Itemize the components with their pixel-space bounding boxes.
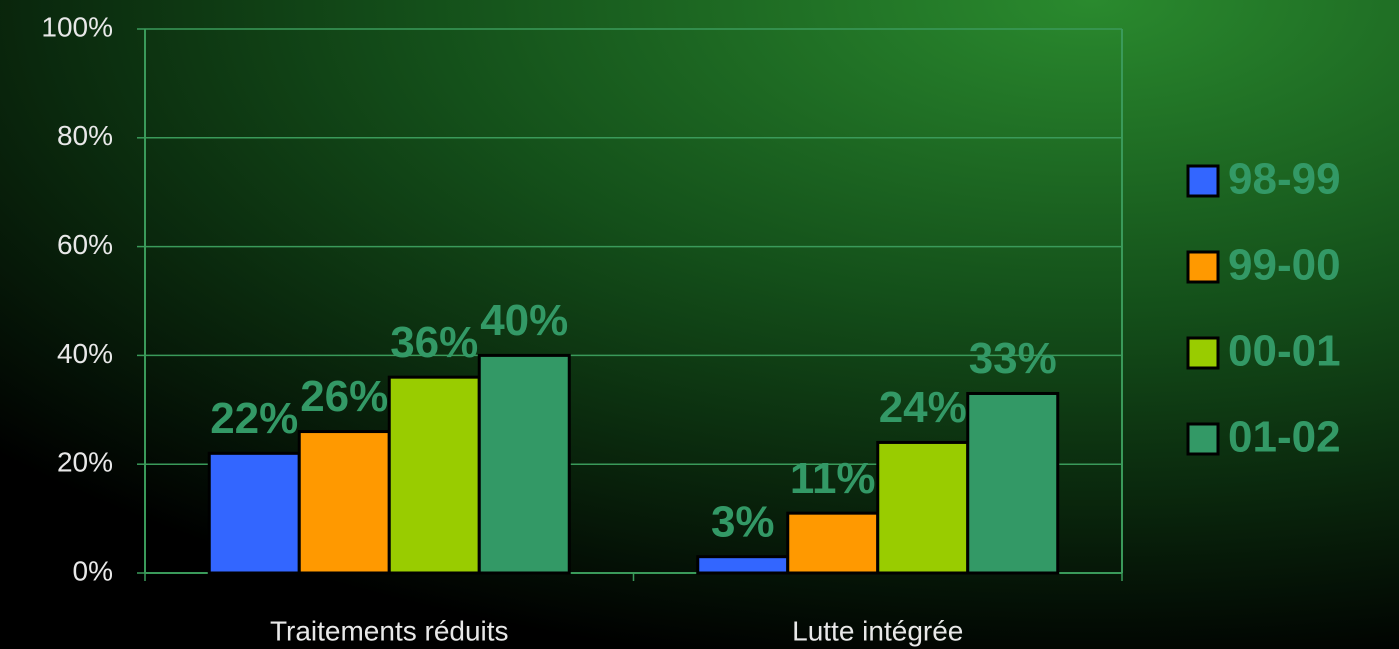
legend-label: 00-01 [1228,327,1341,376]
bar [696,555,790,575]
legend-swatch [1186,422,1220,456]
y-tick-label: 100% [41,11,113,42]
bar [786,511,880,575]
y-tick-label: 0% [73,555,113,586]
legend-swatch [1186,336,1220,370]
bar [477,353,571,575]
value-label: 26% [300,372,388,421]
value-label: 40% [480,296,568,345]
y-tick-label: 40% [57,338,113,369]
value-label: 36% [390,318,478,367]
legend-label: 99-00 [1228,241,1341,290]
x-tick-label: Lutte intégrée [792,615,963,646]
legend-label: 98-99 [1228,155,1341,204]
value-label: 22% [210,394,298,443]
y-tick-label: 80% [57,120,113,151]
legend-label: 01-02 [1228,413,1341,462]
value-label: 11% [790,454,876,503]
legend-swatch [1186,250,1220,284]
x-tick-label: Traitements réduits [270,615,509,646]
value-label: 3% [711,497,775,546]
bar [297,430,391,575]
value-label: 24% [879,383,967,432]
value-label: 33% [969,334,1057,383]
y-tick-label: 60% [57,229,113,260]
bar [207,451,301,575]
bar [387,375,481,575]
y-tick-label: 20% [57,447,113,478]
legend-swatch [1186,164,1220,198]
bar [966,391,1060,575]
bar [876,440,970,575]
